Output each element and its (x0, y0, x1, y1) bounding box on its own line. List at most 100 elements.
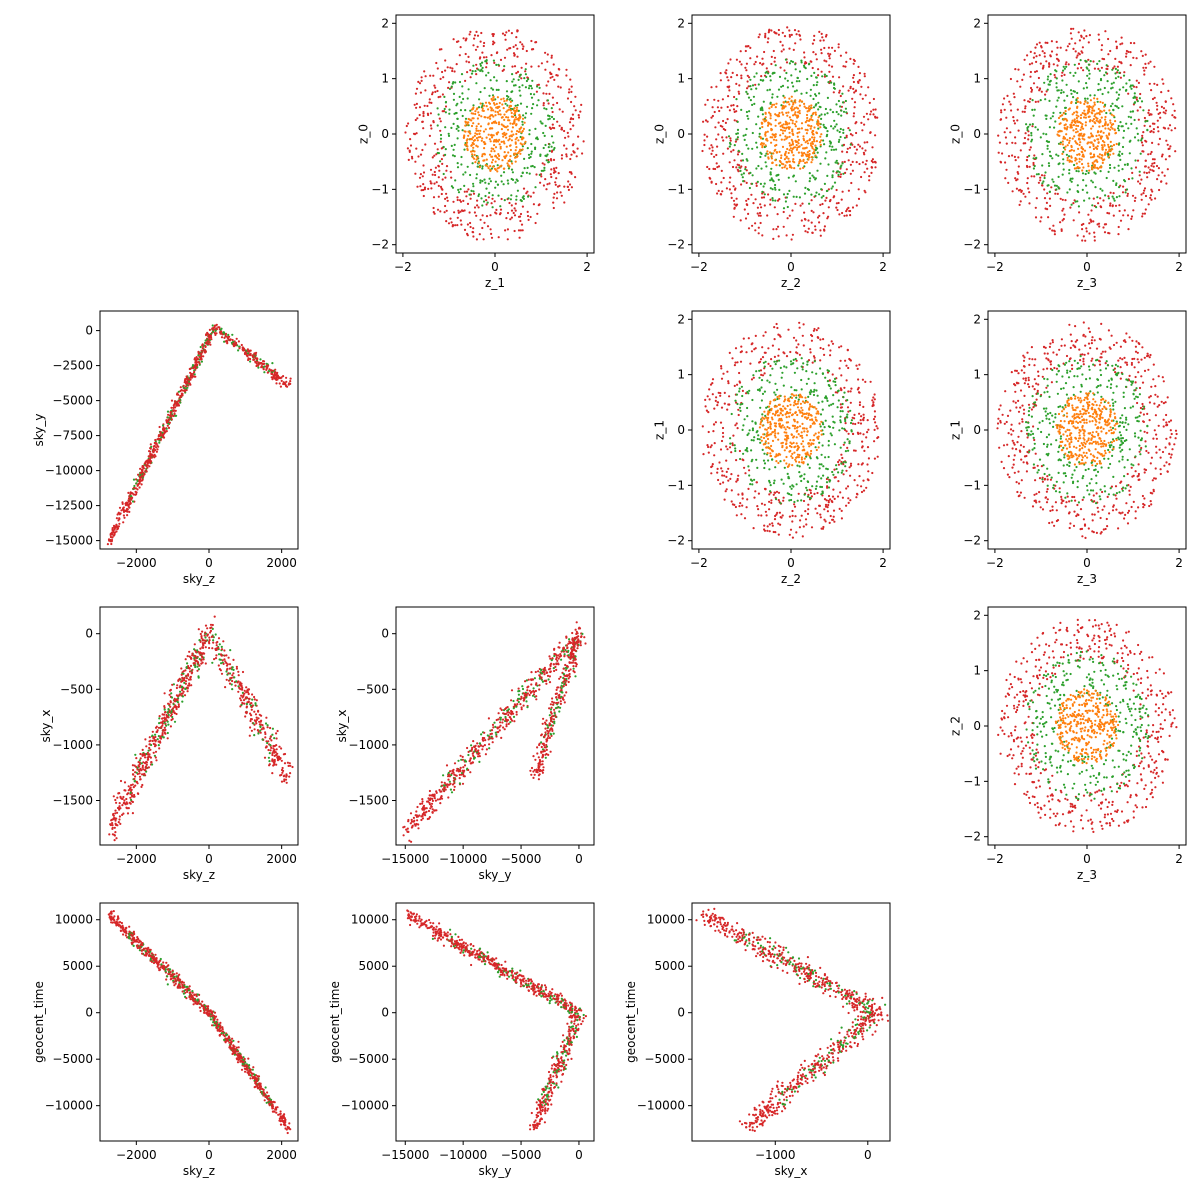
scatter-point (1063, 127, 1067, 130)
scatter-point (516, 30, 519, 33)
scatter-point (764, 116, 767, 119)
scatter-point (1027, 134, 1030, 137)
scatter-point (840, 198, 843, 201)
scatter-point (1153, 158, 1156, 161)
scatter-point (818, 92, 821, 95)
scatter-point (838, 130, 841, 134)
scatter-point (523, 157, 526, 160)
scatter-point (1032, 114, 1035, 117)
scatter-point (444, 59, 447, 62)
scatter-point (211, 327, 214, 330)
scatter-point (719, 193, 722, 196)
scatter-point (478, 98, 481, 101)
scatter-point (778, 75, 782, 78)
scatter-point (1005, 127, 1009, 130)
scatter-point (740, 513, 743, 516)
scatter-point (769, 117, 772, 120)
scatter-point (483, 142, 486, 146)
scatter-point (1068, 172, 1071, 175)
scatter-point (1000, 111, 1003, 114)
scatter-point (467, 55, 470, 59)
scatter-point (763, 524, 766, 527)
scatter-point (116, 513, 119, 516)
scatter-point (445, 220, 448, 223)
scatter-point (856, 493, 859, 496)
scatter-point (755, 182, 758, 185)
scatter-point (773, 186, 777, 189)
scatter-point (811, 133, 815, 136)
scatter-point (1041, 153, 1044, 156)
scatter-point (823, 225, 827, 228)
scatter-point (1093, 239, 1096, 242)
scatter-point (1049, 54, 1052, 57)
scatter-point (836, 162, 839, 165)
scatter-point (846, 485, 850, 488)
scatter-point (436, 208, 440, 211)
scatter-point (1086, 74, 1089, 77)
scatter-point (1128, 79, 1131, 82)
scatter-point (475, 30, 478, 33)
scatter-point (1093, 101, 1096, 104)
scatter-point (769, 203, 772, 206)
scatter-point (775, 490, 779, 493)
scatter-point (545, 159, 548, 162)
scatter-point (252, 358, 255, 361)
scatter-point (775, 513, 778, 516)
scatter-point (805, 61, 808, 65)
scatter-point (768, 28, 771, 31)
scatter-point (213, 331, 216, 335)
scatter-point (1079, 121, 1082, 124)
scatter-point (1077, 170, 1080, 173)
scatter-point (769, 173, 772, 176)
scatter-point (136, 484, 139, 487)
scatter-point (1061, 219, 1064, 222)
scatter-point (744, 45, 748, 48)
scatter-point (1078, 211, 1081, 214)
scatter-point (522, 114, 525, 117)
scatter-point (850, 387, 853, 390)
scatter-point (1013, 96, 1016, 99)
scatter-point (777, 28, 781, 32)
scatter-point (793, 90, 797, 93)
scatter-point (248, 353, 251, 356)
scatter-point (524, 86, 528, 89)
scatter-point (464, 38, 468, 41)
scatter-point (1103, 109, 1106, 112)
scatter-point (842, 473, 845, 476)
scatter-point (465, 139, 468, 142)
scatter-point (528, 133, 531, 136)
scatter-point (792, 114, 795, 117)
scatter-point (841, 211, 844, 215)
scatter-point (838, 346, 841, 349)
scatter-point (725, 136, 728, 139)
scatter-point (815, 103, 818, 106)
scatter-point (170, 406, 173, 409)
scatter-point (786, 123, 789, 126)
scatter-point (803, 165, 806, 168)
scatter-point (1096, 138, 1099, 141)
scatter-point (1005, 116, 1008, 119)
scatter-point (520, 66, 523, 69)
scatter-point (1019, 149, 1022, 152)
scatter-point (476, 34, 480, 37)
scatter-point (1148, 171, 1151, 174)
scatter-point (422, 110, 425, 114)
scatter-point (810, 74, 813, 77)
scatter-point (851, 206, 855, 209)
scatter-point (850, 181, 853, 185)
scatter-point (496, 183, 500, 186)
scatter-point (815, 58, 818, 61)
scatter-point (769, 179, 772, 182)
scatter-point (1111, 68, 1114, 71)
scatter-point (773, 103, 776, 106)
scatter-point (475, 127, 478, 130)
scatter-point (831, 145, 834, 148)
scatter-point (482, 238, 485, 241)
scatter-point (800, 219, 803, 222)
scatter-point (759, 78, 762, 82)
scatter-point (1082, 134, 1085, 137)
scatter-point (175, 414, 178, 417)
scatter-point (857, 378, 860, 381)
scatter-point (800, 122, 804, 125)
scatter-point (439, 95, 442, 98)
